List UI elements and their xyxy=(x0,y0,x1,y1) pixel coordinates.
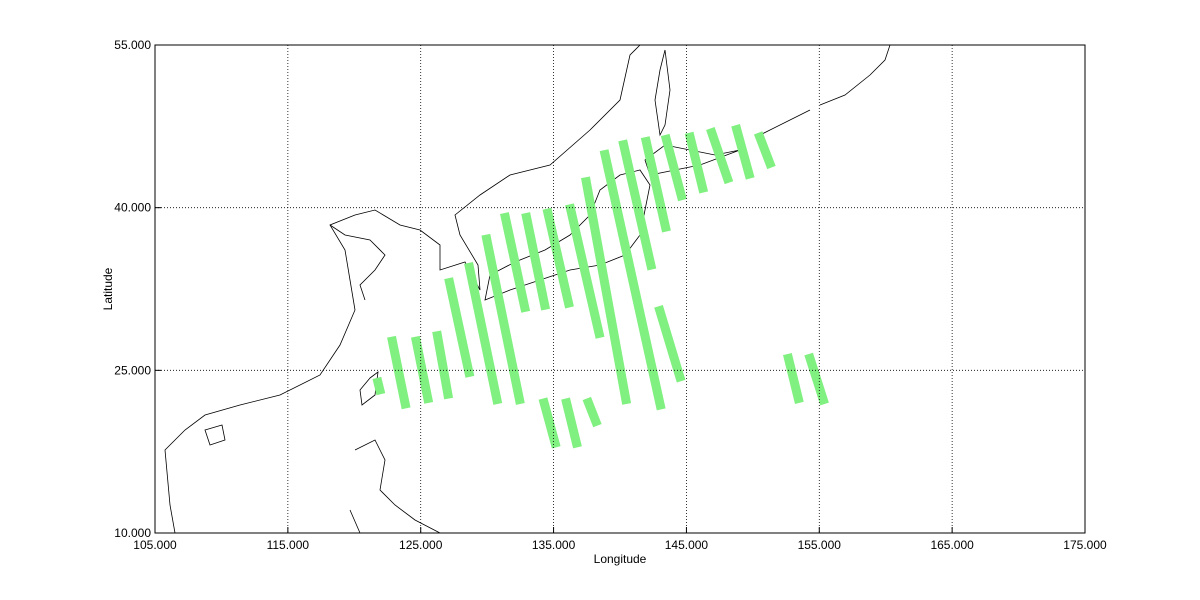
x-tick-label: 175.000 xyxy=(1063,538,1107,552)
swath xyxy=(481,233,525,405)
swath xyxy=(582,396,602,428)
y-axis-label: Latitude xyxy=(101,267,115,310)
swath xyxy=(565,203,605,339)
swath xyxy=(410,335,434,404)
coastline-sakhalin xyxy=(654,49,671,137)
swath xyxy=(618,139,657,271)
y-tick-label: 10.000 xyxy=(114,526,151,540)
swath xyxy=(599,149,666,411)
swath xyxy=(464,262,503,405)
coastline-asia xyxy=(164,44,641,534)
swath xyxy=(783,352,804,404)
x-tick-label: 135.000 xyxy=(532,538,576,552)
swath xyxy=(581,176,632,405)
swath xyxy=(731,124,755,180)
x-tick-label: 125.000 xyxy=(399,538,443,552)
plot-frame xyxy=(154,44,1086,534)
x-tick-label: 115.000 xyxy=(267,538,310,552)
swath xyxy=(640,136,671,233)
x-axis-label: Longitude xyxy=(594,552,647,566)
y-tick-label: 55.000 xyxy=(114,38,151,52)
swath xyxy=(372,376,386,396)
swath xyxy=(387,335,411,410)
x-tick-label: 105.000 xyxy=(133,538,177,552)
swath xyxy=(561,397,582,449)
swath xyxy=(753,131,776,170)
coastlines xyxy=(164,44,891,534)
swath xyxy=(500,212,531,313)
swath xyxy=(804,352,829,406)
swath xyxy=(684,131,709,194)
swath xyxy=(706,127,734,185)
swath xyxy=(660,133,687,202)
coastline-taiwan xyxy=(359,371,379,406)
x-tick-label: 165.000 xyxy=(930,538,974,552)
swath xyxy=(654,305,686,383)
swath xyxy=(444,277,475,378)
coastline-kamchatka xyxy=(759,44,891,136)
coastline-hainan xyxy=(204,424,226,446)
swath xyxy=(542,207,574,309)
y-tick-label: 40.000 xyxy=(114,201,151,215)
y-tick-label: 25.000 xyxy=(114,363,151,377)
coastline-china-bay xyxy=(329,224,386,301)
coastline-philippines xyxy=(349,439,441,534)
x-tick-label: 145.000 xyxy=(665,538,709,552)
swath xyxy=(432,330,454,400)
x-tick-label: 155.000 xyxy=(798,538,842,552)
swath xyxy=(538,397,561,449)
swath xyxy=(521,212,551,311)
